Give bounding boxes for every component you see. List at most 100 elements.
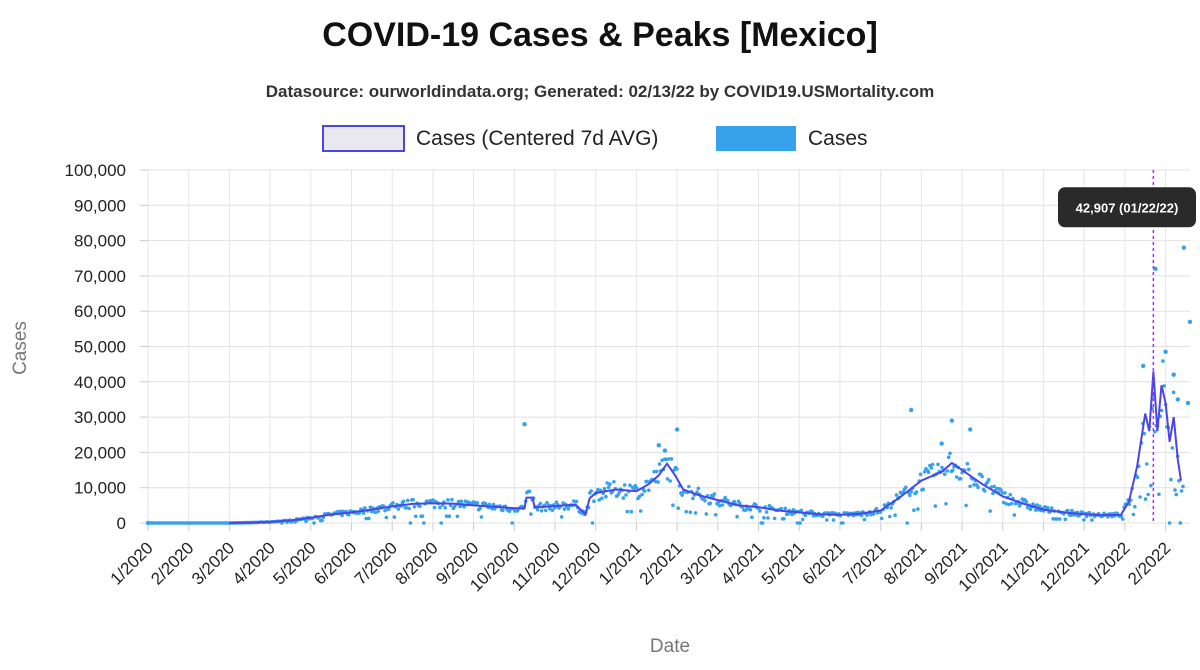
x-tick-label: 2/2022 bbox=[1124, 538, 1174, 588]
case-point bbox=[1012, 513, 1017, 517]
case-point bbox=[625, 509, 630, 514]
case-point bbox=[983, 489, 987, 493]
y-tick-label: 20,000 bbox=[74, 443, 126, 462]
case-point bbox=[367, 516, 371, 521]
case-point bbox=[893, 513, 897, 517]
case-point bbox=[621, 496, 626, 500]
case-point-notable bbox=[939, 441, 944, 446]
case-point bbox=[995, 486, 999, 491]
case-point bbox=[786, 512, 790, 516]
case-point bbox=[954, 475, 959, 479]
case-point bbox=[735, 514, 739, 519]
case-point bbox=[604, 494, 608, 499]
case-point bbox=[529, 512, 533, 516]
case-point bbox=[656, 480, 660, 484]
case-point bbox=[1169, 477, 1173, 482]
case-point bbox=[958, 476, 963, 481]
y-tick-label: 100,000 bbox=[65, 161, 126, 180]
case-point bbox=[904, 485, 908, 490]
case-point bbox=[543, 508, 548, 513]
case-point bbox=[803, 513, 808, 518]
case-point bbox=[738, 501, 742, 506]
case-point bbox=[647, 488, 651, 493]
case-point bbox=[617, 490, 622, 495]
y-tick-label: 60,000 bbox=[74, 302, 126, 321]
case-point bbox=[905, 521, 909, 525]
case-point bbox=[760, 521, 765, 525]
legend-avg-swatch[interactable] bbox=[322, 125, 405, 152]
x-tick-label: 5/2021 bbox=[758, 538, 808, 588]
case-point bbox=[1007, 502, 1011, 507]
y-axis-title: Cases bbox=[10, 321, 31, 375]
case-point bbox=[559, 515, 564, 519]
case-point bbox=[396, 507, 401, 511]
case-point bbox=[798, 521, 802, 525]
case-point bbox=[988, 509, 992, 513]
x-tick-label: 1/2021 bbox=[595, 538, 645, 588]
case-point bbox=[1131, 512, 1136, 517]
legend-cases-label[interactable]: Cases bbox=[808, 127, 868, 150]
case-point bbox=[592, 499, 596, 504]
case-point bbox=[691, 496, 695, 501]
case-point bbox=[968, 484, 972, 489]
case-point bbox=[831, 518, 836, 522]
case-point bbox=[432, 505, 437, 510]
case-point bbox=[566, 507, 571, 511]
case-point bbox=[750, 515, 754, 519]
legend-cases-swatch[interactable] bbox=[716, 126, 796, 151]
case-point bbox=[1035, 503, 1039, 507]
case-point bbox=[669, 457, 674, 461]
case-point bbox=[490, 506, 494, 511]
case-point bbox=[782, 517, 786, 521]
tooltip-label: 42,907 (01/22/22) bbox=[1076, 200, 1179, 215]
case-point-notable bbox=[909, 407, 914, 413]
y-tick-label: 90,000 bbox=[74, 196, 126, 215]
case-point bbox=[795, 521, 800, 525]
case-point bbox=[364, 516, 369, 521]
x-tick-label: 8/2021 bbox=[880, 538, 930, 588]
case-point bbox=[758, 509, 762, 513]
case-point bbox=[871, 512, 876, 516]
case-point bbox=[1135, 475, 1140, 480]
x-tick-label: 3/2021 bbox=[676, 538, 726, 588]
case-point bbox=[967, 467, 971, 472]
case-point bbox=[1171, 390, 1176, 395]
case-point bbox=[628, 483, 632, 488]
case-point bbox=[414, 514, 418, 519]
x-tick-label: 6/2021 bbox=[799, 538, 849, 588]
case-point bbox=[376, 509, 381, 514]
case-point bbox=[1004, 502, 1008, 506]
case-point bbox=[783, 506, 788, 511]
x-tick-label: 6/2020 bbox=[310, 538, 360, 588]
y-tick-label: 50,000 bbox=[74, 338, 126, 357]
case-point-notable bbox=[1175, 397, 1181, 402]
x-tick-label: 8/2020 bbox=[392, 538, 442, 588]
case-point bbox=[948, 451, 952, 456]
case-point bbox=[439, 521, 444, 525]
case-point bbox=[1173, 488, 1177, 492]
case-point bbox=[444, 514, 449, 518]
legend[interactable]: Cases (Centered 7d AVG) Cases bbox=[322, 125, 868, 152]
case-point bbox=[944, 502, 948, 506]
case-point bbox=[945, 469, 950, 473]
case-point bbox=[458, 504, 462, 509]
case-point bbox=[991, 491, 995, 496]
case-point bbox=[1090, 518, 1094, 522]
case-point bbox=[909, 490, 913, 494]
case-point bbox=[821, 514, 825, 519]
case-point bbox=[391, 501, 395, 505]
x-tick-label: 3/2020 bbox=[188, 538, 238, 588]
case-point bbox=[320, 518, 324, 523]
case-point bbox=[1082, 518, 1086, 522]
legend-avg-label[interactable]: Cases (Centered 7d AVG) bbox=[416, 127, 658, 150]
case-point bbox=[1033, 508, 1038, 512]
y-tick-label: 40,000 bbox=[74, 373, 126, 392]
case-point bbox=[624, 493, 628, 497]
x-tick-label: 1/2022 bbox=[1083, 538, 1133, 588]
case-point-notable bbox=[949, 418, 955, 423]
case-point bbox=[946, 455, 951, 460]
case-point bbox=[602, 486, 607, 491]
case-point bbox=[347, 512, 351, 517]
case-point bbox=[912, 508, 916, 512]
